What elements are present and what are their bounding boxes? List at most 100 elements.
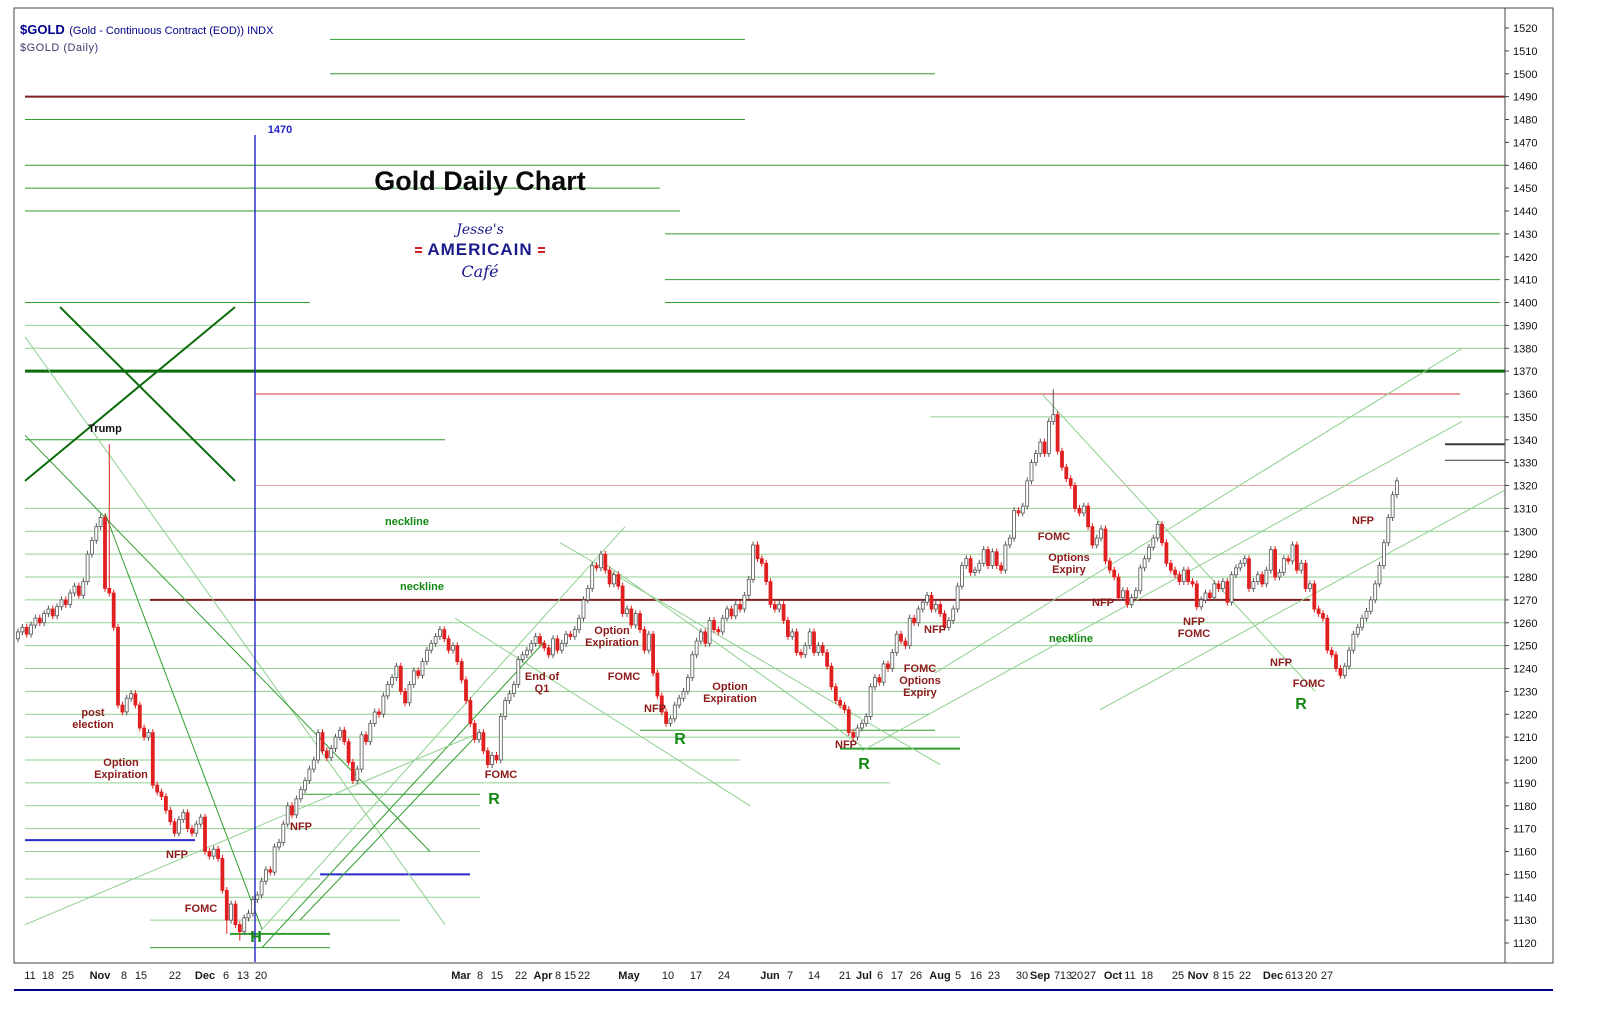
candle [1364,610,1369,619]
candle [703,631,708,644]
candle [1173,569,1177,576]
y-axis-label: 1490 [1513,92,1537,104]
candle [1060,450,1064,468]
candle [542,642,547,649]
candle [446,638,451,651]
candle [986,549,990,566]
candle [951,608,956,621]
candle [216,848,221,859]
candle [294,798,299,816]
candle [1338,668,1343,676]
y-axis-label: 1360 [1513,389,1537,401]
candle [903,640,908,647]
annotation: Options Expiry [1048,552,1090,576]
candle [229,903,234,921]
x-axis-label: 20 [255,970,267,982]
candle [1094,537,1099,546]
candle [933,604,938,610]
candle [651,633,655,674]
candle [233,903,238,926]
candle [1242,558,1247,564]
x-axis-label: 5 [955,970,961,982]
candle [464,679,468,701]
candle [1155,524,1160,539]
candle [1368,599,1373,612]
candle [1264,569,1269,585]
y-axis-label: 1190 [1513,778,1537,790]
candle [1025,480,1030,507]
candle [403,691,408,704]
x-axis-label: Nov [90,970,112,982]
annotation: R [858,756,870,773]
candle [337,729,342,738]
candle [481,732,486,752]
x-axis-label: 8 [477,970,483,982]
candle [377,711,381,715]
candle [616,574,621,587]
candle [659,695,664,713]
annotation: Option Expiration [703,681,757,705]
x-axis-label: 20 [1305,970,1317,982]
candle [899,633,903,642]
logo-line3: Café [461,262,499,281]
candle [24,626,29,635]
candle [1277,572,1282,578]
candle [1342,665,1347,676]
candle [581,599,586,619]
candle [107,588,112,594]
candle [947,620,951,628]
candle [559,642,564,651]
candle [172,821,177,834]
candle [1064,466,1069,480]
candle [916,608,921,624]
candle [281,823,286,843]
candle [442,629,447,640]
candle [455,645,460,662]
candle [1164,542,1169,564]
candle [29,624,33,635]
candle [1107,560,1112,571]
candle [203,816,207,852]
candle [990,551,995,566]
candle [664,711,668,724]
candle [220,858,225,891]
annotation: End of Q1 [525,671,560,695]
candle [1229,574,1234,603]
candle [20,626,25,633]
candle [176,819,181,834]
candle [1286,558,1291,562]
candle [1047,420,1051,454]
candle [1347,649,1351,667]
annotation: FOMC [485,769,517,781]
y-axis-label: 1310 [1513,503,1537,515]
y-axis: 1520 1510 1500 1490 1480 1470 1460 1450 1440 1430… [1505,23,1537,950]
candle [1208,592,1212,598]
y-axis-label: 1300 [1513,526,1537,538]
annotation: Trump [88,423,122,435]
y-axis-label: 1470 [1513,137,1537,149]
trendline [257,526,626,935]
trendline [299,736,476,921]
candle [142,727,147,738]
candle [1138,567,1143,592]
x-axis-label: Mar [451,970,471,982]
candle [133,693,138,706]
candle [16,631,20,640]
candle [268,869,273,873]
candle [855,727,860,738]
annotation: FOMC [608,671,640,683]
x-axis-label: Dec [195,970,215,982]
candle [316,732,321,761]
candle [359,734,364,770]
candle [646,633,651,651]
x-axis-label: 25 [62,970,74,982]
candle [198,816,203,825]
symbol-description: (Gold - Continuous Contract (EOD)) INDX [69,25,274,37]
annotation: R [674,731,686,748]
candle [825,652,829,667]
y-axis-label: 1400 [1513,298,1537,310]
candle [1255,574,1260,583]
candle [781,604,786,621]
candle [729,608,734,617]
